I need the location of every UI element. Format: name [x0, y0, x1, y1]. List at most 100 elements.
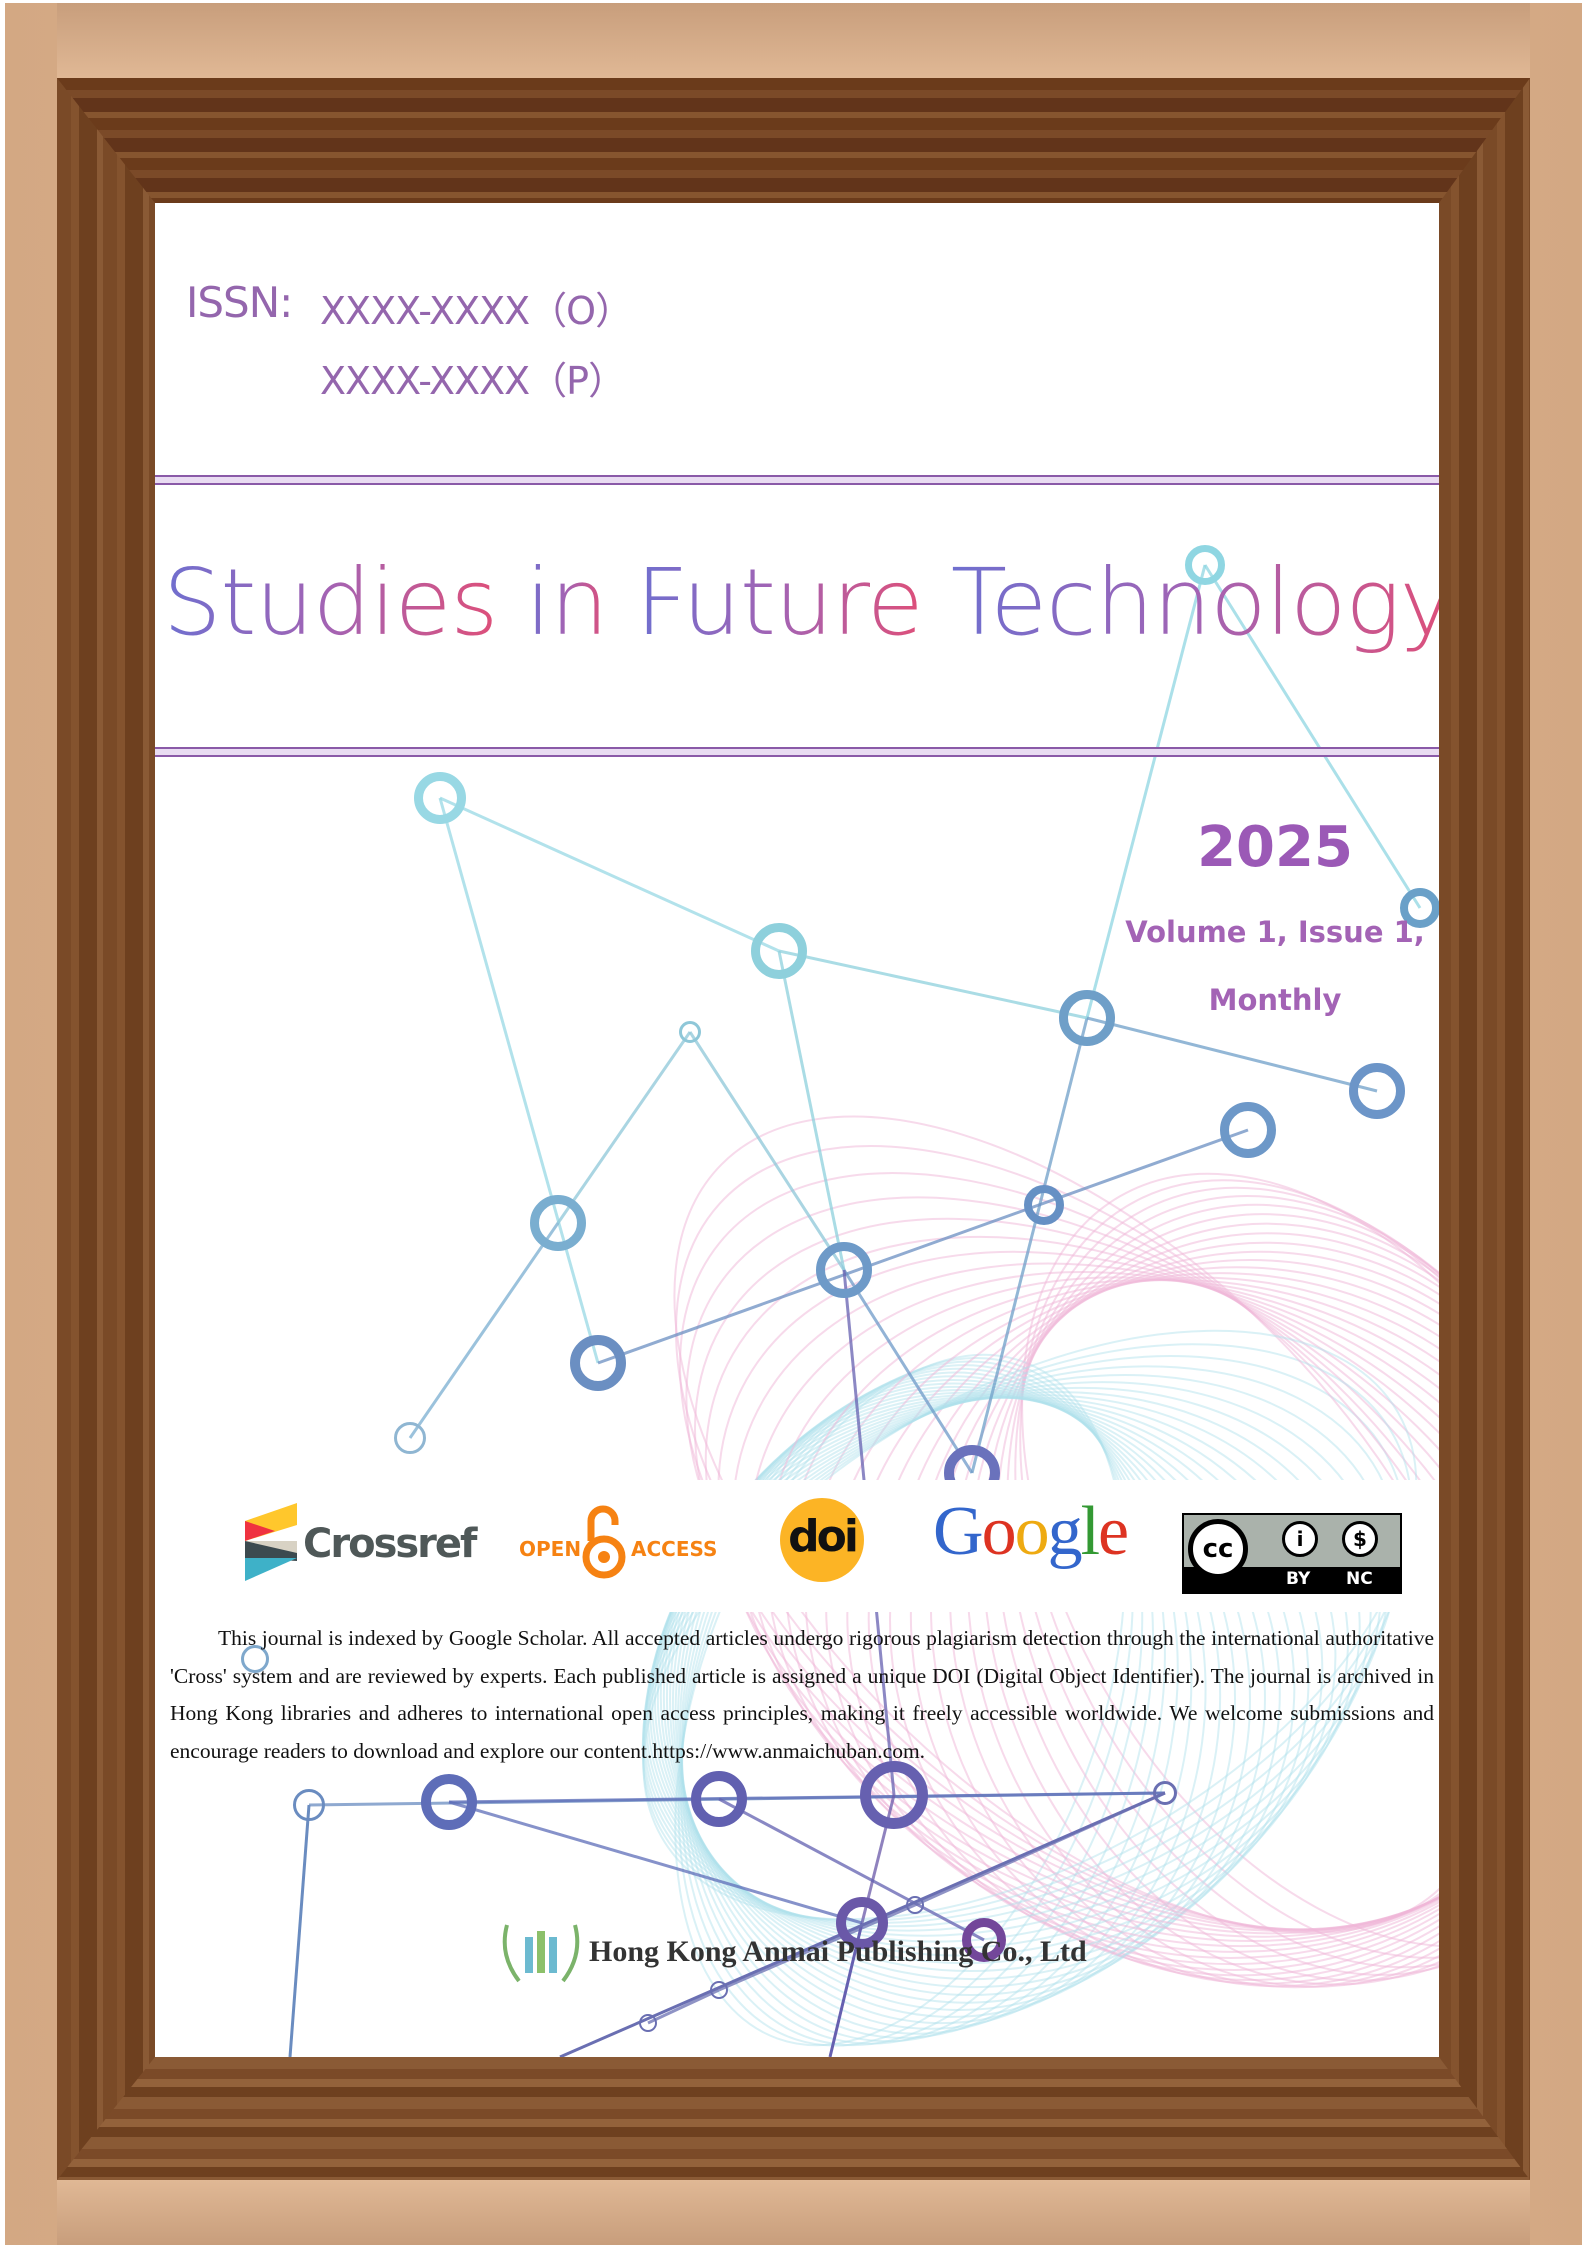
- swirl-line: [674, 1382, 1222, 2025]
- cc-by-label: BY: [1286, 1569, 1311, 1589]
- network-node: [1185, 545, 1225, 585]
- network-node: [530, 1195, 586, 1251]
- swirl-line: [662, 1393, 1281, 1997]
- network-edge: [778, 949, 1088, 1020]
- swirl-line: [930, 1241, 1439, 1988]
- swirl-line: [995, 1203, 1439, 1982]
- network-node: [836, 1897, 888, 1949]
- swirl-line: [675, 1145, 1439, 1932]
- swirl-line: [641, 1355, 1407, 1924]
- google-letter: o: [1014, 1493, 1050, 1570]
- doi-logo: doi: [780, 1498, 864, 1582]
- swirl-line: [641, 1343, 1413, 1922]
- swirl-line: [654, 1396, 1324, 1973]
- network-edge: [688, 1031, 846, 1271]
- indexing-logos: Crossref OPEN ACCESS doi Google cc i $ B…: [155, 1480, 1439, 1612]
- publisher-name: Hong Kong Anmai Publishing Co., Ltd: [589, 1935, 1087, 1968]
- network-node: [860, 1761, 928, 1829]
- issn-print: XXXX-XXXX（P）: [320, 359, 626, 403]
- swirl-line: [673, 1115, 1439, 1934]
- swirl-line: [704, 1235, 1439, 1932]
- publisher-logo: [499, 1915, 583, 1991]
- issue-frequency: Monthly: [1208, 983, 1342, 1017]
- issue-year: 2025: [1197, 815, 1353, 880]
- swirl-line: [665, 1391, 1266, 2004]
- network-node: [679, 1021, 701, 1043]
- network-edge: [597, 1128, 1249, 1365]
- swirl-line: [679, 1360, 1144, 2047]
- swirl-line: [1019, 1179, 1439, 1959]
- network-node: [394, 1422, 426, 1454]
- network-edge: [647, 1988, 720, 2025]
- network-background-graphic: [241, 545, 1439, 2057]
- network-node: [414, 772, 466, 824]
- journal-description: This journal is indexed by Google Schola…: [170, 1626, 1434, 1763]
- network-edge: [288, 1804, 311, 2057]
- swirl-line: [671, 1385, 1237, 2018]
- network-node: [241, 1645, 269, 1673]
- frame-wood-bottom: [57, 2057, 1530, 2180]
- swirl-line: [681, 1367, 1166, 2043]
- swirl-line: [748, 1270, 1439, 1942]
- network-node: [816, 1242, 872, 1298]
- swirl-line: [679, 1172, 1439, 1931]
- network-node: [1400, 888, 1439, 928]
- issue-volume: Volume 1, Issue 1,: [1125, 915, 1425, 949]
- swirl-line: [669, 1389, 1251, 2011]
- network-edge: [842, 1269, 974, 1474]
- open-access-access-text: ACCESS: [631, 1537, 718, 1561]
- crossref-logo: Crossref: [245, 1503, 477, 1585]
- divider-top: [155, 475, 1439, 485]
- open-lock-icon: [582, 1505, 626, 1579]
- network-node: [639, 2014, 657, 2032]
- network-node: [293, 1789, 325, 1821]
- network-edge: [448, 1800, 863, 1925]
- network-node: [1220, 1102, 1276, 1158]
- frame-wood-top: [57, 78, 1530, 203]
- cc-icon: cc: [1188, 1519, 1248, 1579]
- network-node: [906, 1896, 924, 1914]
- swirl-line: [982, 1213, 1439, 1986]
- google-letter: e: [1098, 1493, 1129, 1570]
- swirl-line: [1014, 1186, 1439, 1969]
- swirl-line: [909, 1250, 1439, 1985]
- network-node: [962, 1918, 1006, 1962]
- google-letter: l: [1080, 1493, 1101, 1570]
- attribution-icon: i: [1282, 1521, 1318, 1557]
- issn-online: XXXX-XXXX（O）: [320, 289, 633, 333]
- network-node: [421, 1774, 477, 1830]
- google-letter: g: [1047, 1493, 1083, 1570]
- network-edge: [1203, 564, 1422, 909]
- cc-by-nc-badge: cc i $ BY NC: [1182, 1513, 1402, 1594]
- network-nodes: [241, 545, 1439, 2032]
- swirl-line: [949, 1232, 1439, 1989]
- network-edge: [777, 950, 846, 1271]
- frame-top-edge: [57, 3, 1530, 78]
- swirl-line: [656, 1396, 1310, 1981]
- open-access-open-text: OPEN: [519, 1537, 582, 1561]
- swirl-line: [732, 1262, 1439, 1938]
- laurel-pillars-icon: [502, 1924, 580, 1983]
- swirl-line: [966, 1222, 1439, 1988]
- network-edge: [1086, 1016, 1378, 1093]
- swirl-line: [889, 1259, 1439, 1981]
- crossref-text: Crossref: [303, 1521, 477, 1567]
- divider-bottom: [155, 747, 1439, 757]
- google-logo: Google: [933, 1492, 1129, 1572]
- title-word: in: [525, 549, 609, 656]
- title-word: Technology: [951, 549, 1439, 656]
- journal-cover: ISSN: XXXX-XXXX（O） XXXX-XXXX（P） Studies …: [155, 203, 1439, 2057]
- network-edge: [559, 1791, 1166, 2057]
- title-word: Studies: [163, 549, 498, 656]
- cc-nc-label: NC: [1346, 1569, 1373, 1589]
- swirl-line: [1021, 1172, 1439, 1948]
- network-edge: [408, 1222, 560, 1439]
- swirl-line: [678, 1375, 1193, 2035]
- network-edge: [970, 1017, 1089, 1474]
- network-node: [1059, 990, 1115, 1046]
- network-node: [1024, 1185, 1064, 1225]
- network-node: [570, 1335, 626, 1391]
- swirl-line: [642, 1329, 1418, 1921]
- swirl-line: [1006, 1194, 1439, 1976]
- swirl-line: [680, 1371, 1179, 2039]
